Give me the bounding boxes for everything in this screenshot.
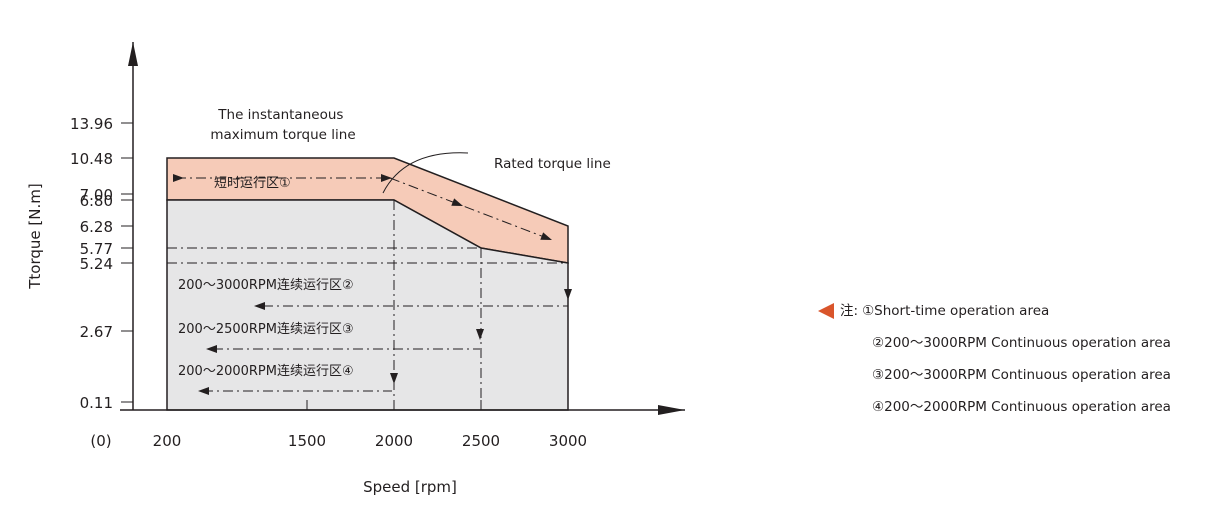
max-torque-annotation: The instantaneous maximum torque line (210, 107, 355, 143)
note-item-3: ③200～3000RPM Continuous operation area (872, 367, 1171, 383)
zone-label-3: 200～2500RPM连续运行区③ (178, 321, 354, 337)
y-tick-label: 2.67 (80, 323, 113, 341)
y-axis-arrow (128, 42, 138, 66)
x-tick-label: 2000 (375, 432, 413, 450)
x-tick-label: 2500 (462, 432, 500, 450)
note-item-1: ①Short-time operation area (862, 303, 1050, 319)
note-prefix: 注: (840, 303, 859, 319)
triangle-marker-icon (818, 303, 834, 319)
x-tick-label: 200 (153, 432, 182, 450)
max-torque-annotation-line-2: maximum torque line (210, 127, 355, 143)
rated-torque-leader-line (382, 152, 469, 194)
rated-torque-annotation: Rated torque line (494, 156, 611, 172)
flow-arrow-icon (476, 329, 484, 340)
flow-arrow-icon (173, 174, 184, 182)
x-tick-label: 1500 (288, 432, 326, 450)
flow-arrow-icon (564, 289, 572, 300)
y-tick-label: 6.80 (80, 192, 113, 210)
zone-label-1: 短时运行区① (214, 176, 291, 191)
zone-boundary-line (389, 177, 553, 241)
y-tick-label: 6.28 (80, 218, 113, 236)
zone-label-2: 200～3000RPM连续运行区② (178, 277, 354, 293)
x-tick-label: 3000 (549, 432, 587, 450)
notes-legend: 注: ①Short-time operation area ②200～3000R… (818, 300, 1208, 428)
y-tick-label: 13.96 (70, 115, 113, 133)
y-tick-label: 10.48 (70, 150, 113, 168)
flow-arrow-icon (540, 232, 552, 240)
zone-boundary-lines (167, 177, 568, 410)
zone-label-4: 200～2000RPM连续运行区④ (178, 363, 354, 379)
y-axis-label: Ttorque [N.m] (26, 183, 44, 289)
max-torque-annotation-line-1: The instantaneous (217, 107, 343, 123)
flow-arrow-icon (198, 387, 209, 395)
y-tick-label: 0.11 (80, 394, 113, 412)
x-axis-arrow (658, 405, 685, 415)
note-row-3: ③200～3000RPM Continuous operation area (818, 364, 1208, 396)
note-row-2: ②200～3000RPM Continuous operation area (818, 332, 1208, 364)
origin-label: (0) (90, 432, 111, 450)
flow-arrow-icon (390, 373, 398, 384)
flow-arrow-icon (206, 345, 217, 353)
note-row-4: ④200～2000RPM Continuous operation area (818, 396, 1208, 428)
flow-arrow-icon (381, 174, 392, 182)
note-item-4: ④200～2000RPM Continuous operation area (872, 399, 1171, 415)
y-tick-label: 5.77 (80, 240, 113, 258)
zone-labels: 短时运行区① 200～3000RPM连续运行区② 200～2500RPM连续运行… (178, 176, 354, 379)
y-tick-label: 7.00 (80, 186, 113, 204)
y-tick-labels: 0.11 2.67 5.245.77 6.28 6.807.00 10.48 13.96 (70, 115, 133, 412)
flow-arrow-icon (254, 302, 265, 310)
x-axis-label: Speed [rpm] (363, 478, 457, 496)
y-tick-label: 5.24 (80, 255, 113, 273)
flow-arrows (173, 174, 572, 395)
flow-arrow-icon (451, 198, 463, 206)
x-tick-labels: 200 1500 2000 2500 3000 (153, 400, 587, 450)
note-item-2: ②200～3000RPM Continuous operation area (872, 335, 1171, 351)
note-row-1: 注: ①Short-time operation area (818, 300, 1208, 332)
